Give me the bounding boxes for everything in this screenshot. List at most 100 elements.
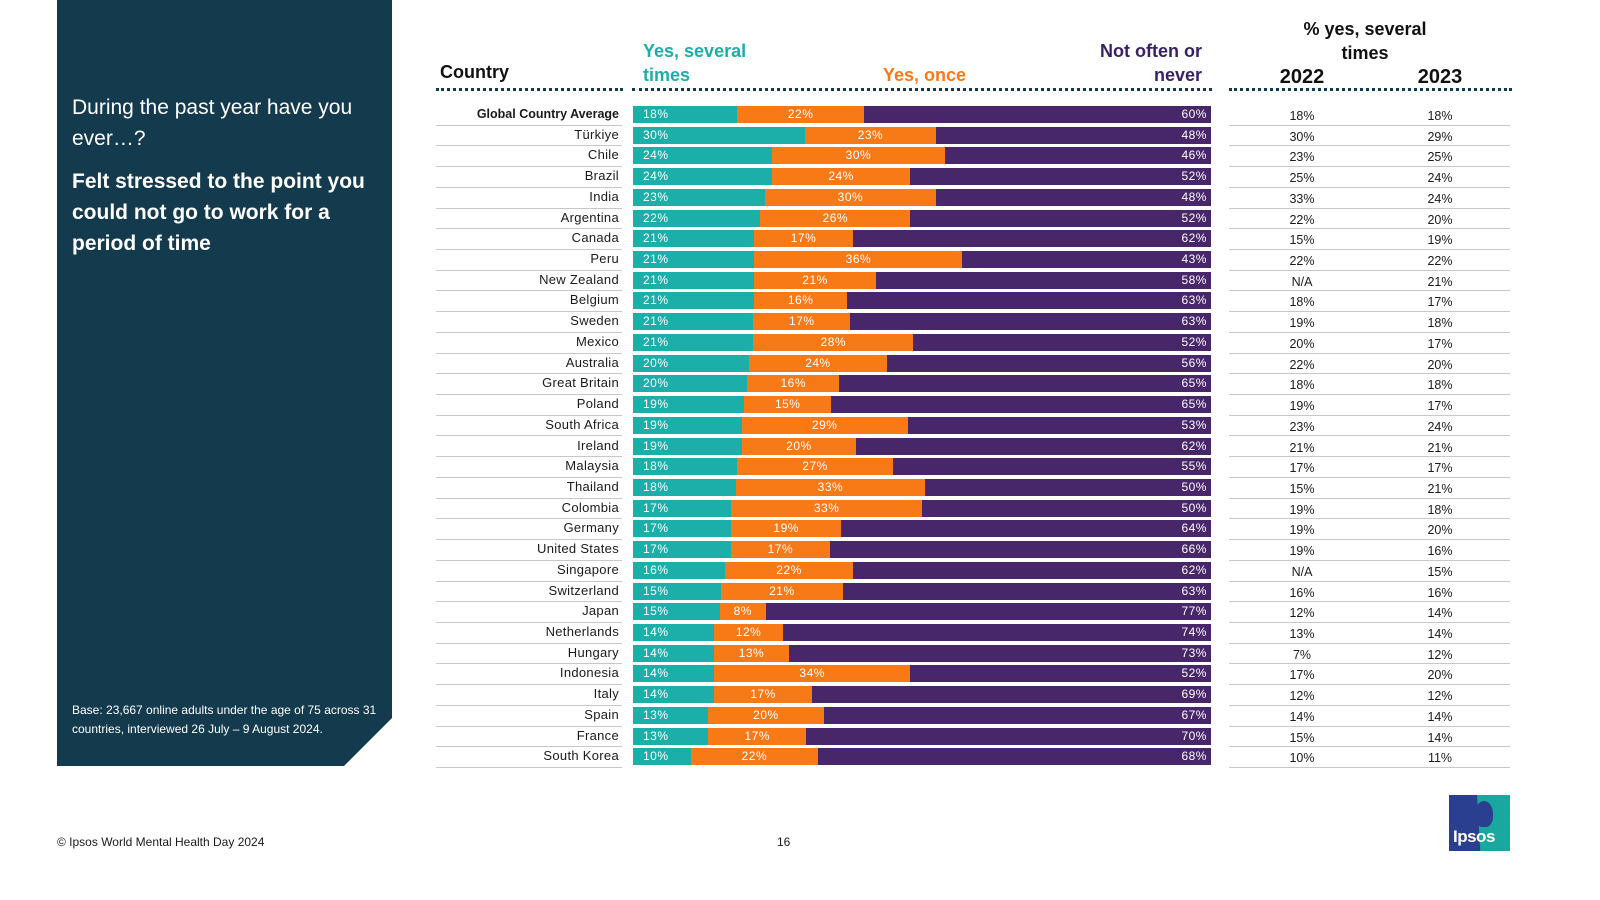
bar-data-label: 17% [643, 542, 669, 557]
table-row: Mexico 21% 28% 52% 20% 17% [0, 333, 1600, 354]
header-divider-bars [632, 88, 1212, 91]
bar-segment-not-often: 52% [910, 168, 1211, 186]
bar-segment-yes-once: 21% [720, 582, 844, 600]
stacked-bar: 15% 8% 77% [633, 603, 1211, 621]
year-cells: 7% 12% [1229, 644, 1510, 665]
year-cells: 17% 20% [1229, 664, 1510, 686]
year-cells: 23% 24% [1229, 416, 1510, 437]
year-cells: 13% 14% [1229, 623, 1510, 644]
year-cells: 18% 17% [1229, 291, 1510, 313]
bar-segment-not-often: 55% [893, 458, 1211, 476]
bar-data-label: 62% [1181, 438, 1207, 453]
country-label: Ireland [436, 437, 622, 458]
bar-data-label: 13% [738, 645, 765, 660]
year-cells: 16% 16% [1229, 582, 1510, 603]
bar-segment-yes-several: 19% [633, 416, 742, 434]
bar-segment-yes-several: 19% [633, 437, 742, 455]
country-label: Chile [436, 146, 622, 168]
bar-data-label: 21% [643, 231, 669, 246]
bar-segment-yes-several: 13% [633, 706, 709, 724]
country-label: Singapore [436, 561, 622, 582]
bar-segment-not-often: 67% [823, 706, 1211, 724]
value-2022: 25% [1289, 171, 1315, 186]
bar-data-label: 74% [1181, 625, 1207, 639]
bar-data-label: 53% [1181, 417, 1207, 432]
country-label: Mexico [436, 333, 622, 354]
bar-segment-yes-several: 21% [633, 271, 755, 289]
year-cells: 18% 18% [1229, 105, 1510, 126]
country-label: Colombia [436, 499, 622, 520]
bar-segment-yes-once: 16% [747, 375, 840, 393]
stacked-bar: 13% 17% 70% [633, 727, 1211, 745]
bar-data-label: 69% [1181, 687, 1207, 702]
bar-segment-yes-several: 18% [633, 106, 738, 123]
bar-data-label: 18% [643, 479, 669, 494]
value-2023: 24% [1427, 419, 1453, 434]
bar-segment-not-often: 69% [812, 686, 1211, 704]
table-row: Spain 13% 20% 67% 14% 14% [0, 706, 1600, 727]
value-2023: 18% [1427, 109, 1453, 123]
bar-segment-yes-once: 21% [754, 271, 876, 289]
table-row: Sweden 21% 17% 63% 19% 18% [0, 312, 1600, 333]
bar-segment-yes-several: 20% [633, 375, 748, 393]
stacked-bar: 18% 27% 55% [633, 458, 1211, 476]
bar-data-label: 63% [1181, 293, 1207, 308]
value-2022: 23% [1289, 419, 1315, 434]
bar-segment-yes-several: 30% [633, 126, 805, 144]
bar-segment-yes-several: 14% [633, 644, 714, 662]
year-cells: 19% 16% [1229, 540, 1510, 561]
bar-segment-not-often: 65% [839, 375, 1211, 393]
bar-data-label: 17% [789, 314, 815, 329]
stacked-bar: 10% 22% 68% [633, 748, 1211, 766]
year-cells: 19% 18% [1229, 312, 1510, 333]
bar-segment-yes-several: 23% [633, 188, 765, 206]
bar-data-label: 15% [643, 604, 669, 619]
value-2022: 19% [1289, 502, 1315, 517]
header-year-2022: 2022 [1279, 66, 1325, 88]
value-2023: 20% [1427, 668, 1453, 683]
bar-data-label: 13% [643, 728, 669, 743]
bar-data-label: 13% [643, 707, 669, 722]
bar-data-label: 48% [1181, 127, 1207, 142]
bar-data-label: 30% [845, 148, 872, 163]
value-2023: 17% [1427, 461, 1453, 476]
value-2022: 19% [1289, 399, 1315, 414]
value-2022: 16% [1289, 585, 1315, 600]
value-2023: 16% [1427, 585, 1453, 600]
stacked-bar: 18% 22% 60% [633, 106, 1211, 123]
footer-copyright: © Ipsos World Mental Health Day 2024 [57, 835, 265, 849]
country-label: South Korea [436, 747, 622, 768]
table-row: Hungary 14% 13% 73% 7% 12% [0, 644, 1600, 665]
bar-segment-not-often: 43% [962, 251, 1211, 269]
value-2022: 19% [1289, 544, 1315, 559]
value-2022: 17% [1289, 461, 1315, 476]
country-label: Italy [436, 685, 622, 706]
bar-data-label: 50% [1181, 479, 1207, 494]
bar-segment-yes-several: 20% [633, 354, 749, 372]
bar-segment-yes-several: 14% [633, 624, 714, 641]
value-2022: N/A [1291, 274, 1313, 289]
year-cells: 22% 22% [1229, 250, 1510, 271]
bar-segment-yes-several: 17% [633, 499, 732, 517]
bar-data-label: 24% [805, 355, 831, 370]
value-2023: 17% [1427, 336, 1453, 351]
value-2022: 15% [1289, 730, 1315, 745]
value-2022: 13% [1289, 627, 1315, 641]
bar-data-label: 36% [845, 252, 872, 267]
bar-segment-yes-several: 19% [633, 396, 744, 414]
stacked-bar: 24% 30% 46% [633, 147, 1211, 165]
bar-data-label: 24% [643, 169, 669, 184]
bar-segment-yes-once: 20% [708, 706, 824, 724]
country-label: France [436, 727, 622, 748]
country-label: Switzerland [436, 582, 622, 603]
country-label: Great Britain [436, 374, 622, 396]
bar-data-label: 43% [1181, 252, 1207, 267]
year-cells: N/A 21% [1229, 271, 1510, 292]
bar-segment-not-often: 56% [887, 354, 1211, 372]
bar-segment-yes-several: 17% [633, 520, 732, 538]
bar-segment-yes-once: 34% [713, 665, 911, 683]
bar-data-label: 33% [817, 479, 844, 494]
bar-data-label: 29% [811, 417, 838, 432]
value-2022: 22% [1289, 212, 1315, 227]
table-row: Japan 15% 8% 77% 12% 14% [0, 602, 1600, 623]
